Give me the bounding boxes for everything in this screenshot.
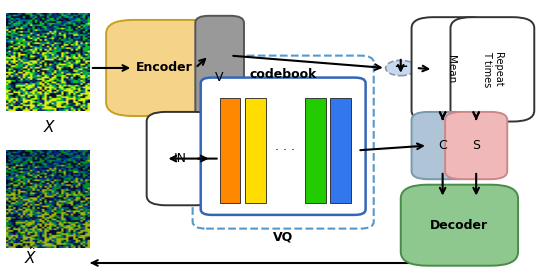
FancyBboxPatch shape (106, 20, 222, 116)
FancyBboxPatch shape (411, 17, 490, 121)
Text: VQ: VQ (273, 230, 293, 243)
FancyBboxPatch shape (305, 98, 326, 203)
Text: codebook: codebook (249, 68, 317, 81)
Text: $\hat{X}$: $\hat{X}$ (24, 245, 37, 267)
FancyBboxPatch shape (450, 17, 534, 121)
FancyBboxPatch shape (411, 112, 474, 179)
FancyBboxPatch shape (245, 98, 266, 203)
Text: V: V (215, 71, 224, 84)
FancyBboxPatch shape (220, 98, 240, 203)
FancyBboxPatch shape (201, 78, 366, 215)
FancyBboxPatch shape (147, 112, 214, 205)
Text: Mean: Mean (446, 55, 456, 83)
FancyBboxPatch shape (195, 16, 244, 139)
Text: −: − (393, 58, 408, 76)
Text: · · ·: · · · (275, 144, 295, 157)
Text: S: S (472, 139, 480, 152)
FancyBboxPatch shape (401, 185, 518, 266)
Text: IN: IN (174, 152, 187, 165)
FancyBboxPatch shape (331, 98, 351, 203)
Text: $X$: $X$ (43, 119, 56, 135)
Text: Encoder: Encoder (136, 62, 192, 75)
Circle shape (385, 60, 416, 76)
Text: Repeat
T times: Repeat T times (482, 51, 503, 87)
Text: C: C (438, 139, 447, 152)
Text: Decoder: Decoder (430, 219, 488, 232)
FancyBboxPatch shape (445, 112, 507, 179)
